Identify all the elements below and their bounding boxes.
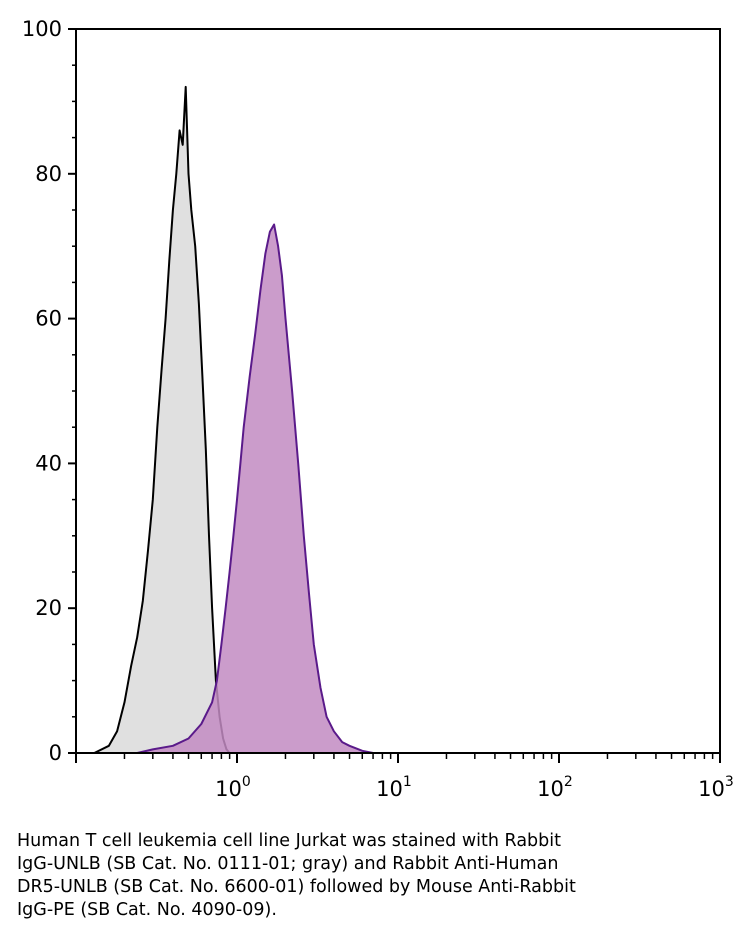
x-tick-label: 100 [215,774,251,801]
x-tick-label: 101 [376,774,412,801]
caption-line-2: IgG-UNLB (SB Cat. No. 0111-01; gray) and… [17,854,559,874]
y-tick-label: 60 [35,307,62,331]
caption-line-3: DR5-UNLB (SB Cat. No. 6600-01) followed … [17,877,576,897]
x-tick-label: 102 [537,774,573,801]
histogram-chart: 0 20 40 60 80 100 100 101 102 103 [22,17,734,801]
y-tick-label: 40 [35,451,62,475]
series-1-area [93,85,231,754]
y-tick-label: 80 [35,162,62,186]
caption-line-4: IgG-PE (SB Cat. No. 4090-09). [17,900,277,920]
y-tick-label: 100 [22,17,62,41]
series-layer [93,85,375,754]
x-tick-label: 103 [698,774,734,801]
y-tick-label: 0 [49,741,62,765]
y-tick-label: 20 [35,596,62,620]
axis-layer: 0 20 40 60 80 100 100 101 102 103 [22,17,734,801]
series-2-area [136,223,375,754]
figure-caption: Human T cell leukemia cell line Jurkat w… [17,830,717,922]
caption-line-1: Human T cell leukemia cell line Jurkat w… [17,831,561,851]
